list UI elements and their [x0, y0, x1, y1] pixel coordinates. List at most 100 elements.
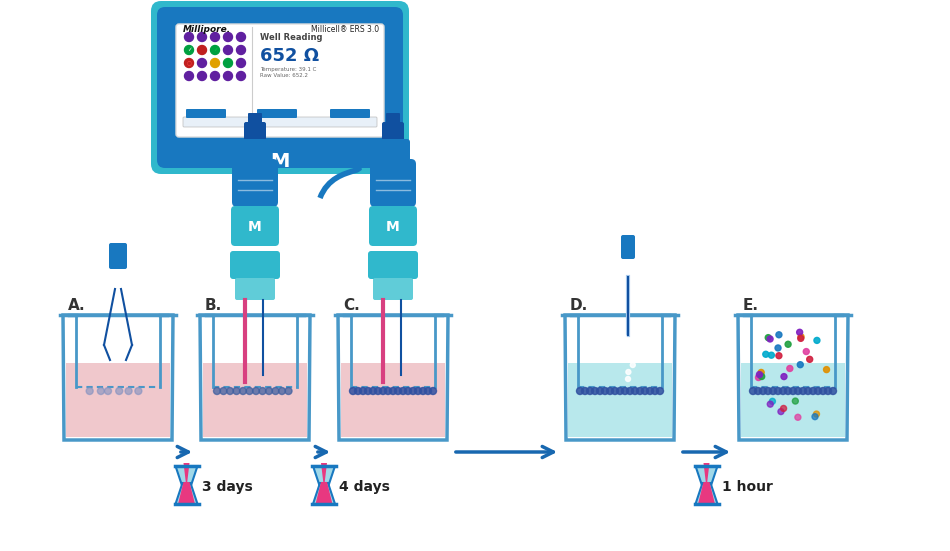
Circle shape — [586, 387, 594, 395]
Circle shape — [626, 370, 631, 375]
Circle shape — [86, 387, 93, 395]
Circle shape — [246, 387, 253, 395]
Circle shape — [763, 352, 769, 357]
Circle shape — [797, 361, 804, 368]
Circle shape — [767, 336, 773, 342]
Circle shape — [425, 387, 431, 395]
FancyBboxPatch shape — [157, 7, 403, 168]
FancyBboxPatch shape — [231, 206, 279, 246]
Circle shape — [789, 387, 796, 395]
Text: M: M — [386, 220, 400, 234]
Circle shape — [770, 387, 776, 395]
Circle shape — [824, 366, 829, 372]
Circle shape — [766, 334, 771, 341]
Circle shape — [198, 72, 206, 80]
Circle shape — [223, 46, 233, 55]
Circle shape — [211, 46, 219, 55]
Circle shape — [795, 414, 801, 420]
Polygon shape — [697, 482, 715, 506]
Circle shape — [104, 387, 111, 395]
Polygon shape — [178, 482, 196, 506]
Text: 4 days: 4 days — [339, 480, 390, 494]
Circle shape — [394, 387, 402, 395]
Text: Millicell® ERS 3.0: Millicell® ERS 3.0 — [311, 25, 379, 34]
Text: B.: B. — [205, 298, 222, 313]
Circle shape — [429, 387, 436, 395]
Circle shape — [379, 387, 387, 395]
Circle shape — [809, 387, 816, 395]
Circle shape — [233, 387, 240, 395]
FancyBboxPatch shape — [230, 251, 280, 279]
Circle shape — [612, 387, 618, 395]
FancyBboxPatch shape — [376, 139, 410, 173]
Polygon shape — [313, 483, 335, 504]
Circle shape — [781, 374, 787, 380]
Circle shape — [750, 387, 756, 395]
Polygon shape — [176, 466, 198, 487]
Circle shape — [800, 387, 807, 395]
Circle shape — [626, 387, 634, 395]
Circle shape — [765, 387, 771, 395]
Polygon shape — [183, 463, 189, 488]
Circle shape — [774, 387, 782, 395]
FancyBboxPatch shape — [248, 113, 262, 129]
Circle shape — [577, 387, 583, 395]
Circle shape — [787, 365, 793, 371]
Circle shape — [617, 387, 623, 395]
Circle shape — [804, 349, 809, 354]
Circle shape — [628, 342, 634, 347]
Circle shape — [184, 58, 194, 68]
FancyBboxPatch shape — [109, 243, 127, 269]
Circle shape — [636, 387, 643, 395]
Text: 652 Ω: 652 Ω — [260, 47, 319, 65]
FancyBboxPatch shape — [382, 122, 404, 144]
Circle shape — [785, 387, 791, 395]
Circle shape — [125, 387, 132, 395]
Circle shape — [656, 387, 663, 395]
FancyBboxPatch shape — [244, 122, 266, 144]
FancyBboxPatch shape — [183, 117, 377, 127]
Circle shape — [628, 355, 633, 360]
Circle shape — [756, 371, 763, 377]
Circle shape — [198, 58, 206, 68]
Circle shape — [755, 375, 762, 381]
Circle shape — [781, 406, 787, 412]
Circle shape — [798, 336, 804, 342]
Circle shape — [184, 46, 194, 55]
Circle shape — [374, 387, 382, 395]
Circle shape — [813, 411, 820, 417]
Circle shape — [625, 376, 631, 381]
Circle shape — [647, 387, 654, 395]
Circle shape — [278, 387, 286, 395]
Circle shape — [630, 363, 636, 368]
Text: ✓: ✓ — [187, 47, 191, 52]
Circle shape — [641, 387, 649, 395]
Polygon shape — [741, 363, 845, 437]
Circle shape — [226, 387, 234, 395]
Circle shape — [359, 387, 367, 395]
Circle shape — [814, 337, 820, 343]
Circle shape — [390, 387, 396, 395]
Text: M: M — [248, 220, 262, 234]
Text: Well Reading: Well Reading — [260, 33, 322, 42]
Circle shape — [592, 387, 598, 395]
Text: Raw Value: 652.2: Raw Value: 652.2 — [260, 73, 308, 78]
Circle shape — [776, 353, 782, 359]
Circle shape — [606, 387, 614, 395]
Circle shape — [420, 387, 427, 395]
Polygon shape — [695, 483, 717, 504]
Circle shape — [385, 387, 391, 395]
FancyBboxPatch shape — [235, 278, 275, 300]
Circle shape — [775, 345, 781, 351]
FancyBboxPatch shape — [151, 1, 409, 174]
FancyBboxPatch shape — [370, 159, 416, 207]
Circle shape — [601, 387, 609, 395]
Circle shape — [223, 33, 233, 41]
Circle shape — [805, 387, 811, 395]
Circle shape — [223, 72, 233, 80]
Circle shape — [825, 387, 831, 395]
FancyBboxPatch shape — [373, 278, 413, 300]
Polygon shape — [313, 466, 335, 487]
Circle shape — [597, 387, 603, 395]
Text: 1 hour: 1 hour — [721, 480, 772, 494]
